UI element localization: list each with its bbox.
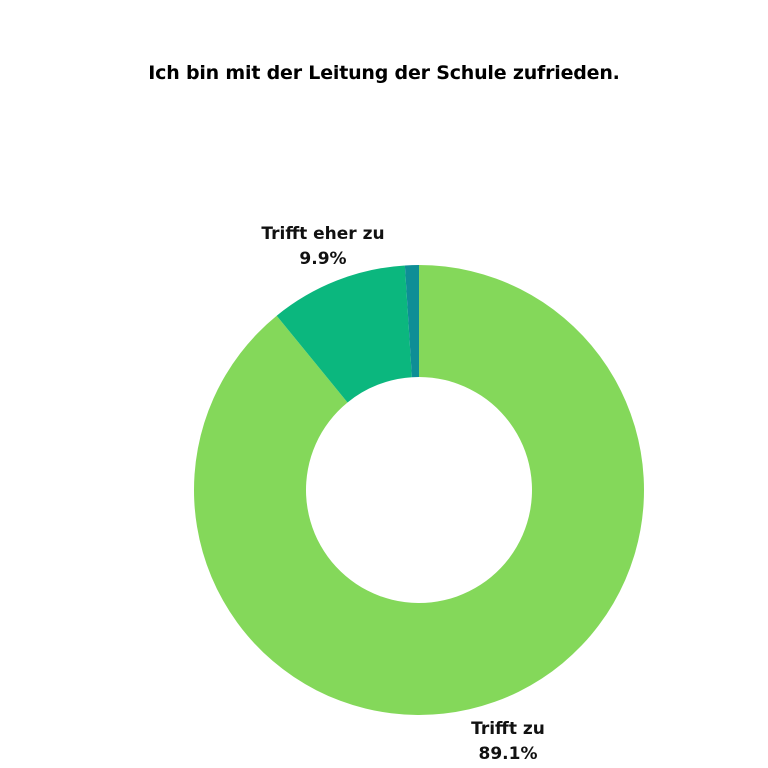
slice-other <box>404 265 419 378</box>
chart-title: Ich bin mit der Leitung der Schule zufri… <box>148 62 620 84</box>
slice-label-trifft-eher-zu: Trifft eher zu <box>261 224 384 244</box>
slice-trifft-eher-zu <box>276 265 412 403</box>
slice-label-trifft-zu: Trifft zu <box>471 719 545 739</box>
slice-trifft-zu <box>194 265 645 715</box>
slice-value-trifft-eher-zu: 9.9% <box>299 249 346 269</box>
slice-value-trifft-zu: 89.1% <box>479 744 538 764</box>
